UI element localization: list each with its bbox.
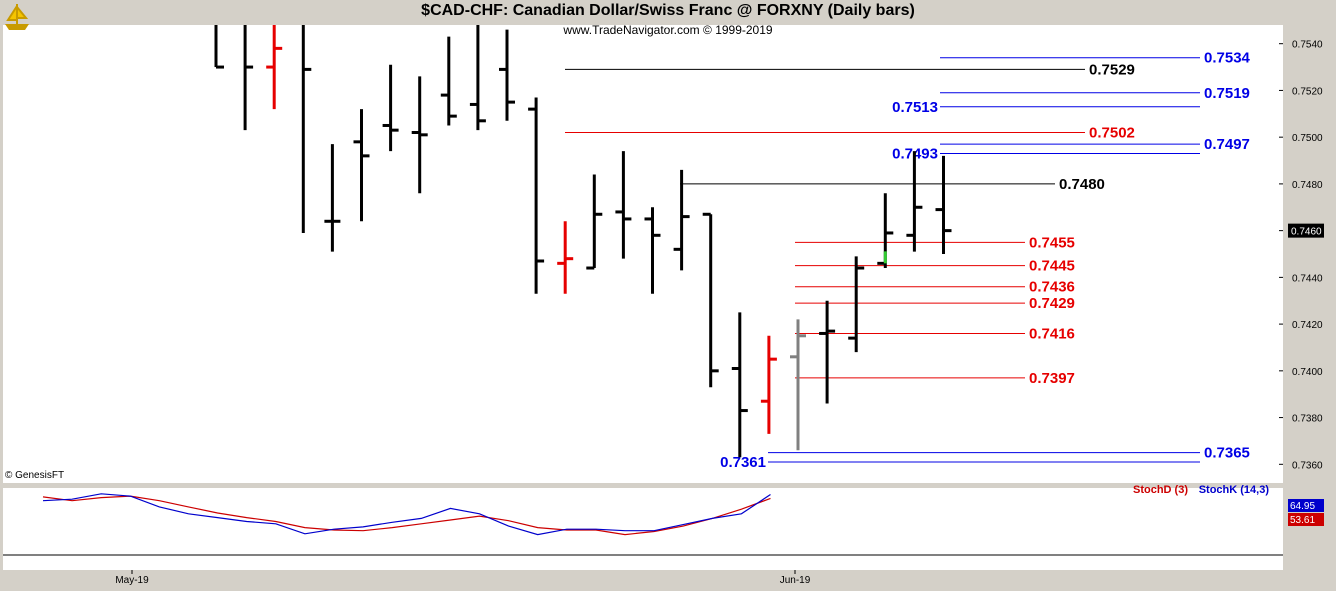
axis-tick-label: 0.7480 (1292, 180, 1323, 191)
level-label: 0.7397 (1029, 370, 1075, 387)
price-bars (214, 25, 952, 458)
stoch-last-box (1288, 499, 1324, 512)
indicator-panel (3, 488, 1283, 570)
date-label: Jun-19 (780, 575, 811, 586)
level-label: 0.7361 (720, 454, 766, 471)
axis-tick-label: 0.7420 (1292, 320, 1323, 331)
stoch-last-box (1288, 513, 1324, 526)
axis-tick-label: 0.7520 (1292, 86, 1323, 97)
axis-tick-label: 0.7360 (1292, 460, 1323, 471)
axis-tick-label: 0.7380 (1292, 414, 1323, 425)
stoch-line-d (42, 495, 771, 536)
price-panel (3, 25, 1283, 483)
price-axis: 0.7540 0.7520 0.7500 0.7480 0.7460 0.7440 0.74… (1279, 40, 1324, 471)
date-axis: May-19 Jun-19 (115, 570, 811, 586)
stoch-line-k (42, 493, 771, 536)
level-label: 0.7429 (1029, 295, 1075, 312)
level-label: 0.7519 (1204, 85, 1250, 102)
level-label: 0.7502 (1089, 124, 1135, 141)
axis-tick-label: 0.7440 (1292, 273, 1323, 284)
level-label: 0.7365 (1204, 445, 1250, 462)
level-label: 0.7534 (1204, 50, 1251, 67)
stoch-last-label: 64.95 (1290, 501, 1315, 512)
legend-stochk: StochK (14,3) (1199, 484, 1270, 496)
credit-text: © GenesisFT (5, 470, 64, 481)
level-label: 0.7436 (1029, 279, 1075, 296)
level-label: 0.7455 (1029, 234, 1075, 251)
level-label: 0.7529 (1089, 61, 1135, 78)
level-label: 0.7497 (1204, 136, 1250, 153)
levels-layer: 0.7534 0.7529 0.7519 0.7513 0.7502 0.7497 0.74… (565, 50, 1251, 471)
level-label: 0.7513 (892, 99, 938, 116)
level-label: 0.7445 (1029, 258, 1075, 275)
level-label: 0.7480 (1059, 176, 1105, 193)
chart-title: $CAD-CHF: Canadian Dollar/Swiss Franc @ … (421, 2, 915, 19)
level-label: 0.7416 (1029, 325, 1075, 342)
axis-tick-label: 0.7400 (1292, 367, 1323, 378)
stochastic-lines: 53.61 64.95 (42, 493, 1324, 536)
stoch-last-label: 53.61 (1290, 515, 1315, 526)
axis-tick-label: 0.7500 (1292, 133, 1323, 144)
axis-tick-label: 0.7540 (1292, 40, 1323, 51)
last-price-box (1288, 223, 1324, 238)
sailing-ship-logo-icon (2, 2, 32, 37)
legend-stochd: StochD (3) (1133, 484, 1188, 496)
last-price-label: 0.7460 (1291, 227, 1322, 238)
date-label: May-19 (115, 575, 149, 586)
watermark-text: www.TradeNavigator.com © 1999-2019 (563, 23, 773, 37)
